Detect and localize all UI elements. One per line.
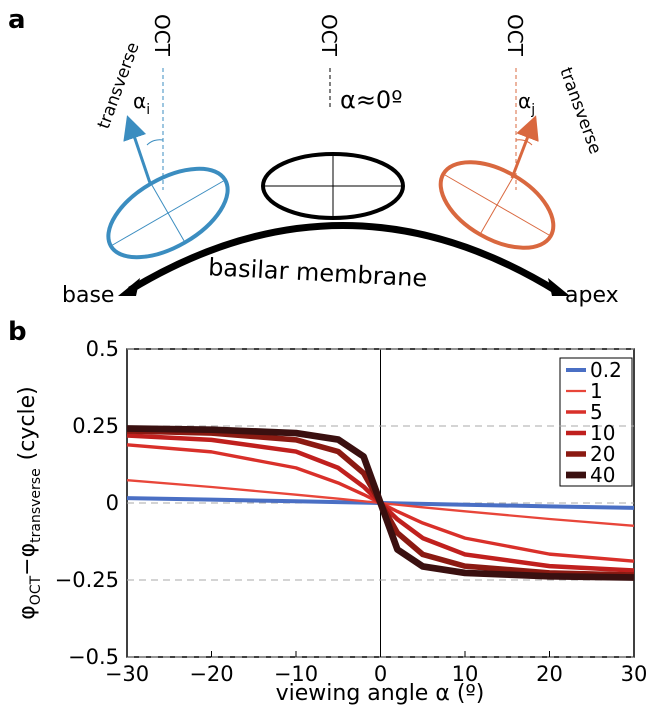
panel-label: b: [8, 317, 27, 347]
ellipse-left: [106, 166, 230, 260]
legend-label: 10: [590, 421, 615, 445]
x-tick-label: −30: [105, 662, 149, 686]
diagram: OCT OCT OCT transverse transverse αi α≈0…: [62, 14, 619, 308]
oct-label: OCT: [150, 14, 174, 57]
x-axis-label: viewing angle α (º): [276, 681, 485, 706]
panel-label: a: [8, 5, 26, 35]
y-tick-label: −0.25: [55, 568, 119, 592]
membrane-arc: [128, 222, 560, 295]
x-tick-label: 10: [452, 662, 479, 686]
legend-label: 20: [590, 442, 615, 466]
transverse-label: transverse: [94, 40, 144, 132]
y-tick-label: −0.5: [68, 645, 119, 669]
x-tick-label: 0: [374, 662, 387, 686]
legend-label: 5: [590, 400, 603, 424]
apex-label: apex: [565, 283, 619, 308]
alpha-0: α≈0º: [340, 86, 403, 114]
legend-label: 40: [590, 463, 615, 487]
oct-label: OCT: [503, 14, 527, 57]
legend-box: [559, 357, 633, 487]
alpha-i: αi: [133, 89, 150, 118]
x-tick-label: −10: [274, 662, 318, 686]
x-tick-label: 30: [621, 662, 648, 686]
membrane-label: basilar membrane: [208, 253, 428, 292]
x-tick-label: −20: [189, 662, 233, 686]
oct-label: OCT: [317, 14, 341, 57]
alpha-j: αj: [518, 89, 535, 118]
y-tick-label: 0.25: [72, 414, 119, 438]
base-label: base: [62, 283, 114, 308]
legend-label: 0.2: [590, 358, 622, 382]
transverse-label: transverse: [555, 65, 605, 157]
legend-label: 1: [590, 379, 603, 403]
y-tick-label: 0.5: [86, 337, 119, 361]
ellipse-right: [438, 160, 556, 250]
series-line: [126, 425, 635, 581]
x-tick-label: 20: [536, 662, 563, 686]
y-axis-label: φOCT−φtransverse(cycle): [15, 386, 44, 619]
y-tick-label: 0: [106, 491, 119, 515]
ellipse-middle: [261, 152, 405, 220]
